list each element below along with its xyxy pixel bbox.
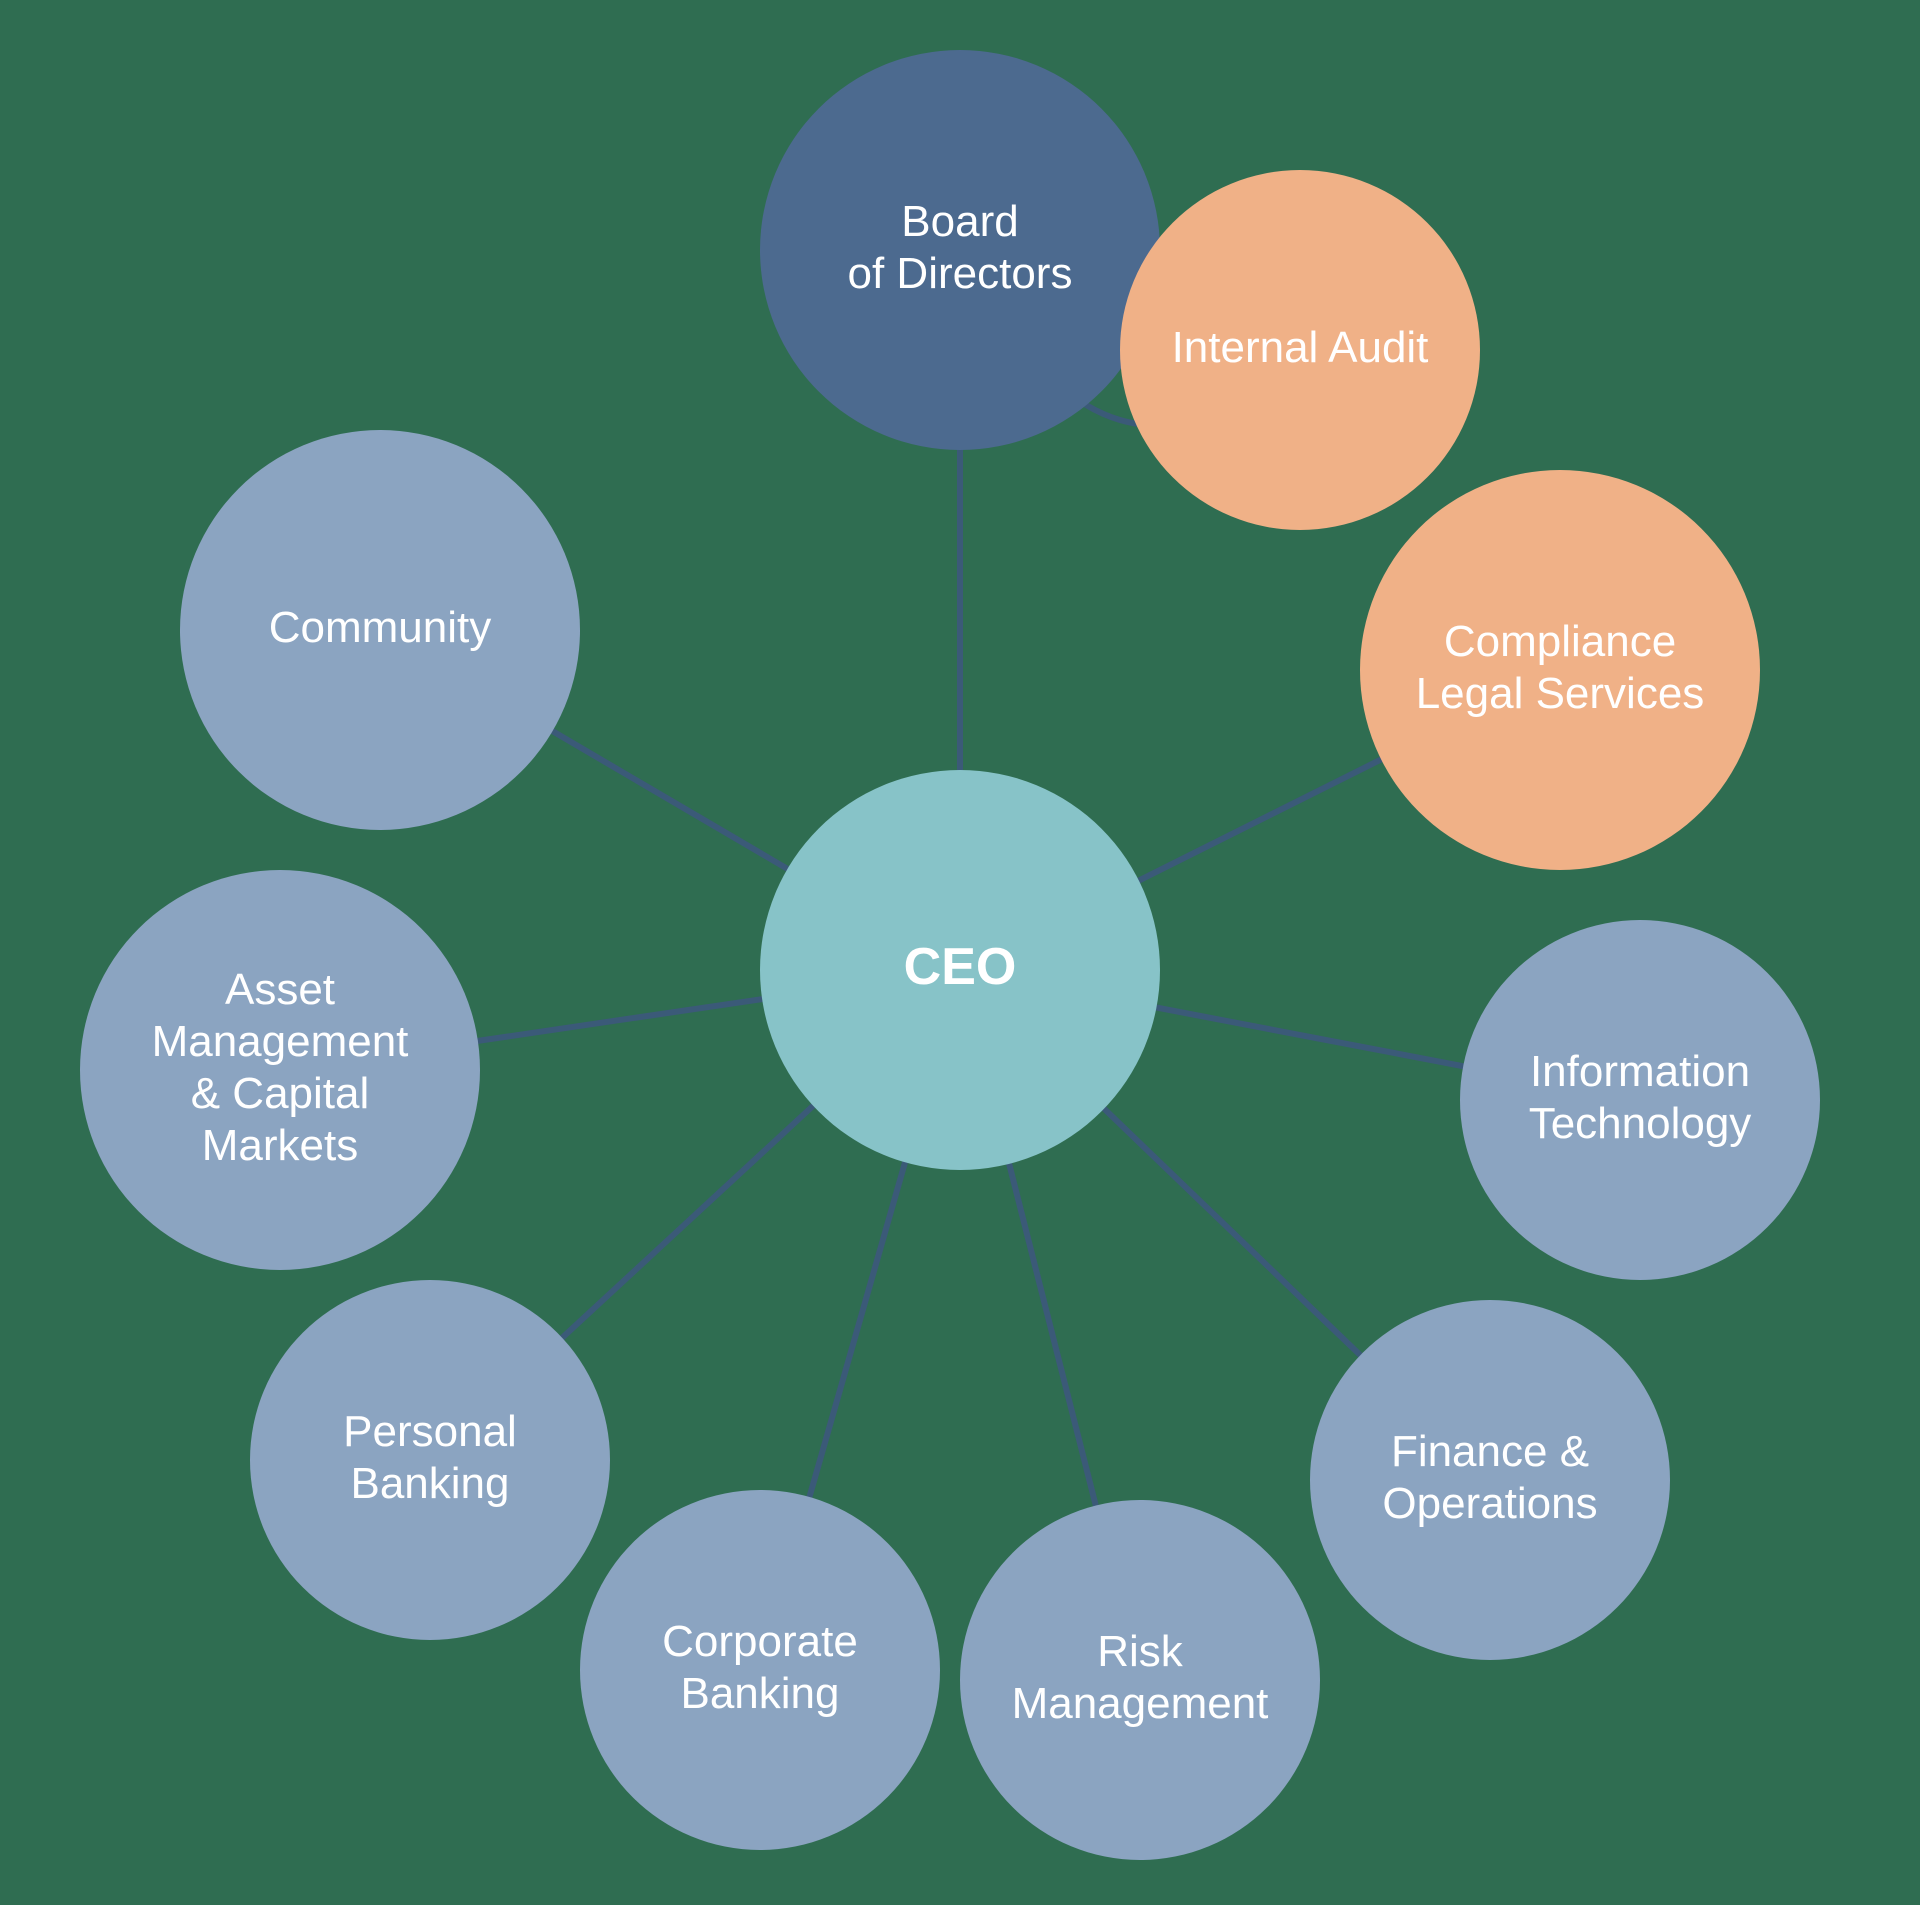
node-label-audit: Internal Audit <box>1172 323 1429 372</box>
node-corporate: CorporateBanking <box>580 1490 940 1850</box>
node-board: Boardof Directors <box>760 50 1160 450</box>
node-it: InformationTechnology <box>1460 920 1820 1280</box>
node-compliance: ComplianceLegal Services <box>1360 470 1760 870</box>
node-finops: Finance &Operations <box>1310 1300 1670 1660</box>
node-community: Community <box>180 430 580 830</box>
node-asset: AssetManagement& CapitalMarkets <box>80 870 480 1270</box>
node-label-ceo: CEO <box>904 938 1017 996</box>
node-audit: Internal Audit <box>1120 170 1480 530</box>
org-diagram: Boardof DirectorsInternal Audit Complianc… <box>0 0 1920 1905</box>
node-ceo: CEO <box>760 770 1160 1170</box>
node-risk: RiskManagement <box>960 1500 1320 1860</box>
node-label-community: Community <box>269 603 492 652</box>
node-personal: PersonalBanking <box>250 1280 610 1640</box>
